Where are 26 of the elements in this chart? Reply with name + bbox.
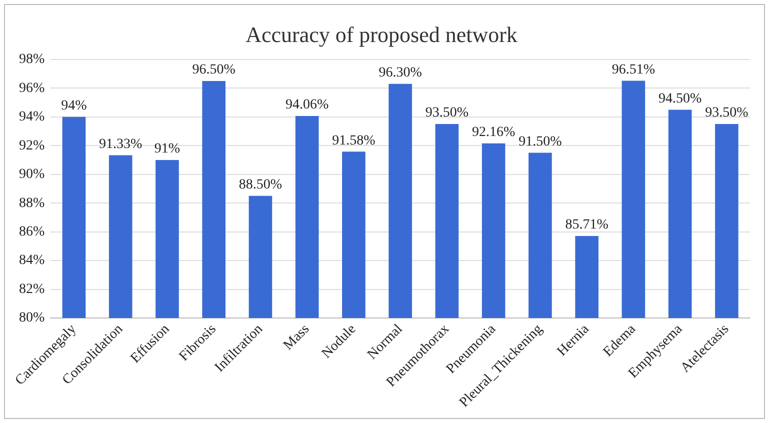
data-label: 93.50% bbox=[425, 106, 469, 121]
y-tick-label: 90% bbox=[18, 167, 45, 182]
data-label: 88.50% bbox=[238, 178, 282, 193]
y-tick-label: 92% bbox=[18, 138, 45, 154]
data-label: 91.58% bbox=[332, 133, 376, 148]
chart-title: Accuracy of proposed network bbox=[246, 22, 518, 47]
data-label: 85.71% bbox=[565, 218, 609, 233]
y-tick-label: 80% bbox=[18, 310, 45, 326]
data-label: 94% bbox=[61, 98, 88, 114]
data-label: 91% bbox=[154, 142, 180, 157]
y-tick-label: 98% bbox=[18, 52, 45, 68]
data-label: 96.51% bbox=[612, 62, 656, 78]
data-label: 93.50% bbox=[705, 106, 749, 121]
y-tick-label: 88% bbox=[18, 196, 45, 211]
data-label: 91.33% bbox=[99, 136, 143, 152]
y-tick-label: 84% bbox=[18, 253, 45, 268]
y-tick-label: 86% bbox=[18, 224, 45, 240]
data-label: 92.16% bbox=[472, 124, 516, 140]
data-label: 96.50% bbox=[192, 62, 236, 78]
data-label: 94.50% bbox=[658, 91, 702, 106]
data-label: 91.50% bbox=[518, 134, 562, 150]
y-tick-label: 82% bbox=[18, 282, 45, 297]
data-label: 96.30% bbox=[378, 66, 422, 80]
y-tick-label: 96% bbox=[18, 80, 45, 96]
y-tick-label: 94% bbox=[18, 110, 45, 125]
data-label: 94.06% bbox=[286, 98, 329, 113]
